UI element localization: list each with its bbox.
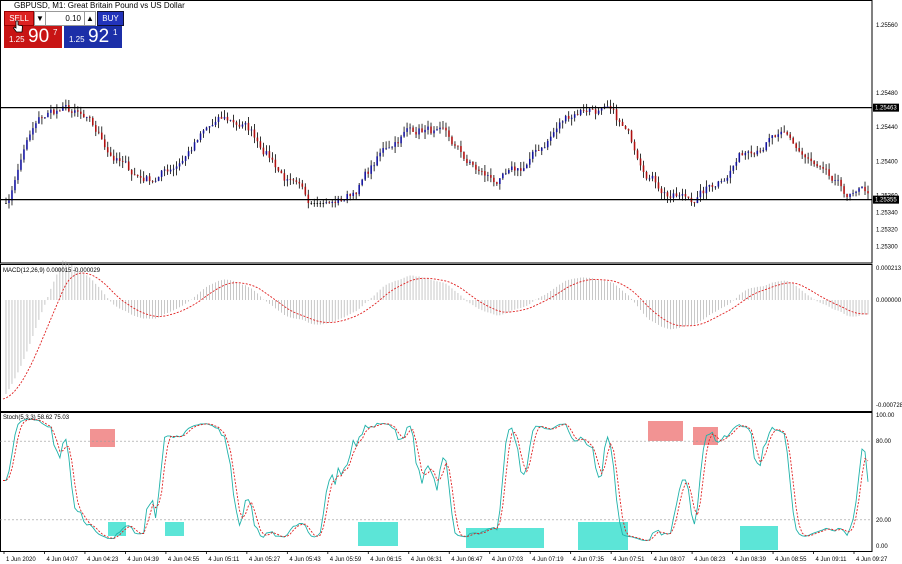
- macd-axis-label: 0.000000: [876, 298, 902, 304]
- buy-price-sup: 1: [113, 28, 118, 37]
- stoch-signal-line: [3, 418, 869, 541]
- stoch-axis-label: 20.00: [876, 518, 892, 524]
- oversold-highlight: [466, 528, 544, 548]
- time-axis-label: 4 Jun 07:51: [613, 557, 645, 563]
- support-price-label: 1.25355: [875, 198, 897, 204]
- resistance-price-label: 1.25463: [875, 106, 897, 112]
- time-axis-label: 4 Jun 06:15: [370, 557, 402, 563]
- stoch-axis-label: 80.00: [876, 439, 892, 445]
- time-axis-label: 4 Jun 04:23: [87, 557, 119, 563]
- time-axis-label: 4 Jun 05:59: [330, 557, 362, 563]
- one-click-trading-panel: SELL ▼ 0.10 ▲ BUY 1.25 90 7 1.25 92 1: [2, 11, 124, 49]
- lot-decrease-icon[interactable]: ▼: [35, 12, 46, 25]
- time-axis-label: 4 Jun 05:43: [289, 557, 321, 563]
- price-axis-label: 1.25320: [876, 227, 898, 233]
- price-axis-label: 1.25440: [876, 125, 898, 131]
- time-axis-label: 1 Jun 2020: [6, 557, 36, 563]
- time-axis-label: 4 Jun 07:19: [532, 557, 564, 563]
- stoch-axis-label: 0.00: [876, 544, 888, 550]
- buy-price-prefix: 1.25: [69, 35, 85, 44]
- time-axis-label: 4 Jun 06:31: [411, 557, 443, 563]
- time-axis-label: 4 Jun 09:27: [856, 557, 888, 563]
- lot-size-field[interactable]: ▼ 0.10 ▲: [34, 11, 96, 26]
- time-axis-label: 4 Jun 05:11: [208, 557, 240, 563]
- chart-title: GBPUSD, M1: Great Britain Pound vs US Do…: [14, 1, 185, 10]
- buy-price[interactable]: 1.25 92 1: [64, 26, 122, 48]
- price-axis-label: 1.25340: [876, 210, 898, 216]
- buy-price-big: 92: [88, 26, 110, 47]
- oversold-highlight: [358, 522, 398, 546]
- time-axis-label: 4 Jun 07:35: [573, 557, 605, 563]
- time-axis-label: 4 Jun 06:47: [451, 557, 483, 563]
- price-axis-label: 1.25300: [876, 244, 898, 250]
- time-axis-label: 4 Jun 08:55: [775, 557, 807, 563]
- oversold-highlight: [740, 526, 778, 550]
- oversold-highlight: [108, 522, 126, 536]
- macd-label: MACD(12,26,9) 0.000015 -0.000029: [3, 268, 101, 274]
- price-axis-label: 1.25480: [876, 91, 898, 97]
- lot-increase-icon[interactable]: ▲: [84, 12, 95, 25]
- price-axis-label: 1.25400: [876, 159, 898, 165]
- stoch-axis-label: 100.00: [876, 413, 895, 419]
- overbought-highlight: [648, 421, 683, 441]
- sell-price-sup: 7: [53, 28, 58, 37]
- stoch-label: Stoch(5,3,3) 58.62 75.03: [3, 415, 70, 421]
- oversold-highlight: [165, 522, 184, 536]
- time-axis-label: 4 Jun 04:39: [127, 557, 159, 563]
- buy-button[interactable]: BUY: [97, 11, 124, 26]
- lot-value[interactable]: 0.10: [65, 14, 81, 23]
- time-axis-label: 4 Jun 04:07: [46, 557, 78, 563]
- time-axis-label: 4 Jun 07:03: [492, 557, 524, 563]
- time-axis-label: 4 Jun 08:23: [694, 557, 726, 563]
- time-axis-label: 4 Jun 08:39: [735, 557, 767, 563]
- sell-price-big: 90: [28, 26, 50, 47]
- price-axis-label: 1.25560: [876, 23, 898, 29]
- time-axis-label: 4 Jun 08:07: [654, 557, 686, 563]
- main-panel-frame: [0, 0, 873, 264]
- hand-cursor-icon: [12, 20, 23, 33]
- oversold-highlight: [578, 522, 628, 550]
- time-axis-label: 4 Jun 09:11: [816, 557, 848, 563]
- stoch-main-line: [3, 418, 869, 542]
- stoch-panel-frame: [0, 412, 873, 552]
- sell-price-prefix: 1.25: [9, 35, 25, 44]
- overbought-highlight: [693, 427, 718, 445]
- overbought-highlight: [90, 429, 115, 447]
- macd-panel-frame: [0, 264, 873, 412]
- support-price-tag: [873, 195, 899, 204]
- macd-axis-label: 0.000213: [876, 266, 902, 272]
- time-axis-label: 4 Jun 04:55: [168, 557, 200, 563]
- macd-axis-label: -0.000728: [876, 403, 902, 409]
- macd-signal-line: [2, 272, 869, 400]
- time-axis-label: 4 Jun 05:27: [249, 557, 281, 563]
- resistance-price-tag: [873, 103, 899, 112]
